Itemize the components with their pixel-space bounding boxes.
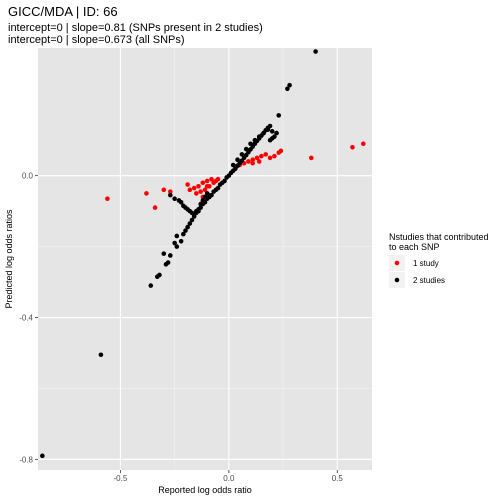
data-point xyxy=(267,123,273,129)
data-point xyxy=(243,146,249,152)
data-point xyxy=(250,160,256,166)
data-point xyxy=(204,178,210,184)
plot-panel xyxy=(38,48,372,470)
data-point xyxy=(181,231,186,237)
data-point xyxy=(148,283,154,288)
data-point xyxy=(267,155,273,161)
data-point xyxy=(250,157,256,163)
data-point xyxy=(200,180,206,186)
data-point xyxy=(40,453,45,459)
data-point xyxy=(272,153,277,159)
data-point xyxy=(256,159,262,164)
data-point xyxy=(202,194,208,200)
legend-title-line-2: to each SNP xyxy=(389,242,440,252)
data-point xyxy=(178,238,184,244)
data-point xyxy=(161,251,167,256)
data-point xyxy=(185,224,190,230)
chart-subtitle-line-1: intercept=0 | slope=0.81 (SNPs present i… xyxy=(8,22,263,34)
data-point xyxy=(165,260,171,265)
data-point xyxy=(209,192,214,198)
data-point xyxy=(191,212,197,217)
legend: Nstudies that contributed to each SNP 1 … xyxy=(389,232,489,288)
data-point xyxy=(239,152,245,157)
legend-dot-1-study xyxy=(394,260,400,266)
grid-lines xyxy=(38,48,372,470)
legend-label-1-study: 1 study xyxy=(413,259,439,268)
y-tick-label: -0.8 xyxy=(19,455,33,464)
data-point xyxy=(167,189,173,194)
data-point xyxy=(174,233,180,239)
data-point xyxy=(204,184,210,189)
data-point xyxy=(215,185,221,191)
x-axis-title: Reported log odds ratio xyxy=(158,485,252,495)
data-point xyxy=(174,244,180,249)
data-point xyxy=(254,155,260,161)
data-point xyxy=(187,221,193,226)
data-point xyxy=(230,162,236,168)
legend-dot-2-studies xyxy=(394,277,400,283)
chart-subtitle-line-2: intercept=0 | slope=0.673 (all SNPs) xyxy=(8,34,185,46)
data-point xyxy=(278,148,284,154)
data-point xyxy=(276,113,282,118)
data-point xyxy=(178,199,184,205)
data-point xyxy=(144,191,149,196)
data-point xyxy=(167,253,173,258)
series-2-studies xyxy=(40,49,318,459)
data-point xyxy=(350,144,355,150)
data-point xyxy=(198,189,203,194)
data-point xyxy=(209,176,214,182)
data-point xyxy=(261,130,266,136)
data-point xyxy=(167,192,173,198)
data-point xyxy=(202,187,208,193)
data-point xyxy=(248,141,253,147)
data-point xyxy=(152,205,158,210)
data-point xyxy=(252,137,258,143)
data-point xyxy=(246,159,251,164)
data-point xyxy=(189,217,195,223)
data-point xyxy=(172,240,177,246)
chart-title: GICC/MDA | ID: 66 xyxy=(8,4,118,19)
data-point xyxy=(308,155,314,161)
data-point xyxy=(172,196,177,202)
data-point xyxy=(265,127,271,132)
x-tick-label: 0.5 xyxy=(332,474,344,483)
data-point xyxy=(187,187,193,193)
data-point xyxy=(196,184,201,189)
data-point xyxy=(183,228,188,233)
data-point xyxy=(285,86,290,92)
data-point xyxy=(256,134,262,139)
data-point xyxy=(222,178,227,184)
data-point xyxy=(157,272,162,278)
x-tick-label: 0.0 xyxy=(223,474,235,483)
data-point xyxy=(235,157,240,163)
data-point xyxy=(198,201,203,207)
data-point xyxy=(161,187,167,193)
x-tick-label: -0.5 xyxy=(114,474,128,483)
data-point xyxy=(204,191,210,196)
axis-ticks: -0.5 0.0 0.5 -0.8 -0.4 0.0 xyxy=(19,172,343,483)
data-point xyxy=(313,49,318,54)
data-point xyxy=(272,134,277,139)
data-point xyxy=(191,185,197,191)
data-point xyxy=(267,137,273,143)
data-point xyxy=(274,130,279,136)
legend-label-2-studies: 2 studies xyxy=(413,276,445,285)
y-axis-title: Predicted log odds ratios xyxy=(4,209,14,309)
y-tick-label: 0.0 xyxy=(22,172,34,181)
data-point xyxy=(263,152,269,157)
data-point xyxy=(105,196,110,202)
data-point xyxy=(194,191,199,196)
data-point xyxy=(287,82,292,88)
data-point xyxy=(361,141,366,147)
data-point xyxy=(269,129,275,134)
data-point xyxy=(215,176,221,182)
data-point xyxy=(259,153,264,159)
legend-title-line-1: Nstudies that contributed xyxy=(389,232,489,242)
data-point xyxy=(185,182,190,187)
y-tick-label: -0.4 xyxy=(19,314,33,323)
data-point xyxy=(200,198,206,203)
data-point xyxy=(196,207,201,212)
data-point xyxy=(98,352,104,358)
